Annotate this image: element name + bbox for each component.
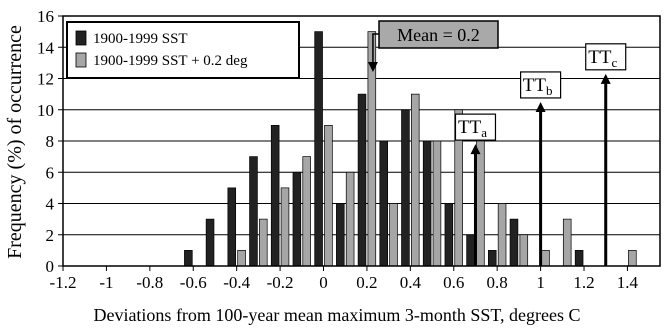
bar-plus-0.2 <box>259 218 268 267</box>
mean-label: Mean = 0.2 <box>397 25 480 45</box>
bar-plus-0.2 <box>324 125 333 267</box>
bar-observed <box>574 250 584 267</box>
bar-observed <box>249 156 258 267</box>
y-tick-label: 10 <box>37 101 54 120</box>
bar-plus-0.2 <box>389 203 398 267</box>
y-tick-label: 14 <box>37 38 55 57</box>
threshold-label-subscript: a <box>481 125 487 140</box>
y-tick-label: 8 <box>46 132 55 151</box>
legend: 1900-1999 SST 1900-1999 SST + 0.2 deg <box>66 21 300 79</box>
x-tick-label: -0.6 <box>180 273 207 292</box>
x-axis-label: Deviations from 100-year mean maximum 3-… <box>93 305 580 325</box>
x-tick-label: 0.4 <box>400 273 422 292</box>
bar-plus-0.2 <box>410 93 420 267</box>
y-tick-label: 4 <box>46 195 55 214</box>
bar-observed <box>509 218 519 267</box>
legend-label-observed: 1900-1999 SST <box>93 31 188 47</box>
bar-observed <box>314 31 323 267</box>
bar-observed <box>422 140 432 267</box>
bar-observed <box>292 171 302 267</box>
bar-observed <box>357 93 367 267</box>
mean-arrowhead-icon <box>367 62 378 72</box>
x-tick-label: 0 <box>319 273 328 292</box>
tick-labels: 0 2 4 6 8 10 12 14 16 -1.2 -1 -0.8 -0.6 -0.4 -0.2 0 0.2 0… <box>37 7 639 292</box>
mean-annotation: Mean = 0.2 <box>367 20 499 72</box>
threshold-label: TTc <box>588 47 617 70</box>
bar-observed <box>466 234 475 267</box>
mean-label-box <box>378 20 499 49</box>
threshold-label: TTa <box>458 117 487 140</box>
bar-plus-0.2 <box>497 203 507 267</box>
bar-plus-0.2 <box>541 250 550 267</box>
bar-plus-0.2 <box>432 140 442 267</box>
x-tick-label: 0.6 <box>443 273 464 292</box>
threshold-label-subscript: b <box>546 83 553 98</box>
bar-observed <box>205 218 215 267</box>
bar-observed <box>401 109 410 267</box>
bar-plus-0.2 <box>562 218 572 267</box>
bar-plus-0.2 <box>345 171 355 267</box>
y-tick-label: 2 <box>46 226 55 245</box>
bar-plus-0.2 <box>476 140 485 267</box>
mean-arrow-icon <box>372 33 379 62</box>
threshold-label-subscript: c <box>611 55 617 70</box>
bar-observed <box>379 140 388 267</box>
y-tick-label: 6 <box>46 163 55 182</box>
x-tick-label: 1.4 <box>617 273 639 292</box>
threshold-annotations: TTa TTb TTc <box>454 43 627 266</box>
y-tick-label: 12 <box>37 70 54 89</box>
legend-swatch-plus-0.2 <box>75 52 87 68</box>
bar-plus-0.2 <box>628 250 637 267</box>
threshold-label: TTb <box>523 75 553 98</box>
x-tick-label: 0.2 <box>356 273 377 292</box>
bar-observed <box>227 187 237 267</box>
bar-plus-0.2 <box>237 250 246 267</box>
threshold-label-box <box>519 71 562 99</box>
bar-plus-0.2 <box>302 156 311 267</box>
bar-plus-0.2 <box>519 234 529 267</box>
legend-box <box>66 21 300 79</box>
x-tick-label: 1.2 <box>573 273 594 292</box>
threshold-arrowhead-icon <box>535 101 546 112</box>
x-tick-label: -0.4 <box>223 273 250 292</box>
threshold-arrowhead-icon <box>600 73 611 84</box>
bar-observed <box>184 250 193 267</box>
x-tick-label: 0.8 <box>487 273 508 292</box>
threshold-arrowhead-icon <box>470 144 481 155</box>
bar-observed <box>444 203 454 267</box>
x-tick-label: -0.2 <box>267 273 294 292</box>
bars <box>184 31 637 267</box>
bar-observed <box>270 125 280 267</box>
x-tick-label: -0.8 <box>136 273 163 292</box>
bar-observed <box>488 250 497 267</box>
threshold-label-box <box>585 43 627 71</box>
y-tick-label: 16 <box>37 7 54 26</box>
threshold-label-box <box>454 113 497 141</box>
x-tick-label: -1 <box>99 273 113 292</box>
y-tick-label: 0 <box>46 257 55 276</box>
legend-swatch-observed <box>75 30 87 46</box>
x-tick-label: 1 <box>536 273 545 292</box>
x-tick-label: -1.2 <box>50 273 77 292</box>
y-axis-label: Frequency (%) of occurrence <box>4 25 26 259</box>
legend-label-plus-0.2: 1900-1999 SST + 0.2 deg <box>93 53 248 69</box>
bar-plus-0.2 <box>280 187 290 267</box>
bar-observed <box>336 203 345 267</box>
